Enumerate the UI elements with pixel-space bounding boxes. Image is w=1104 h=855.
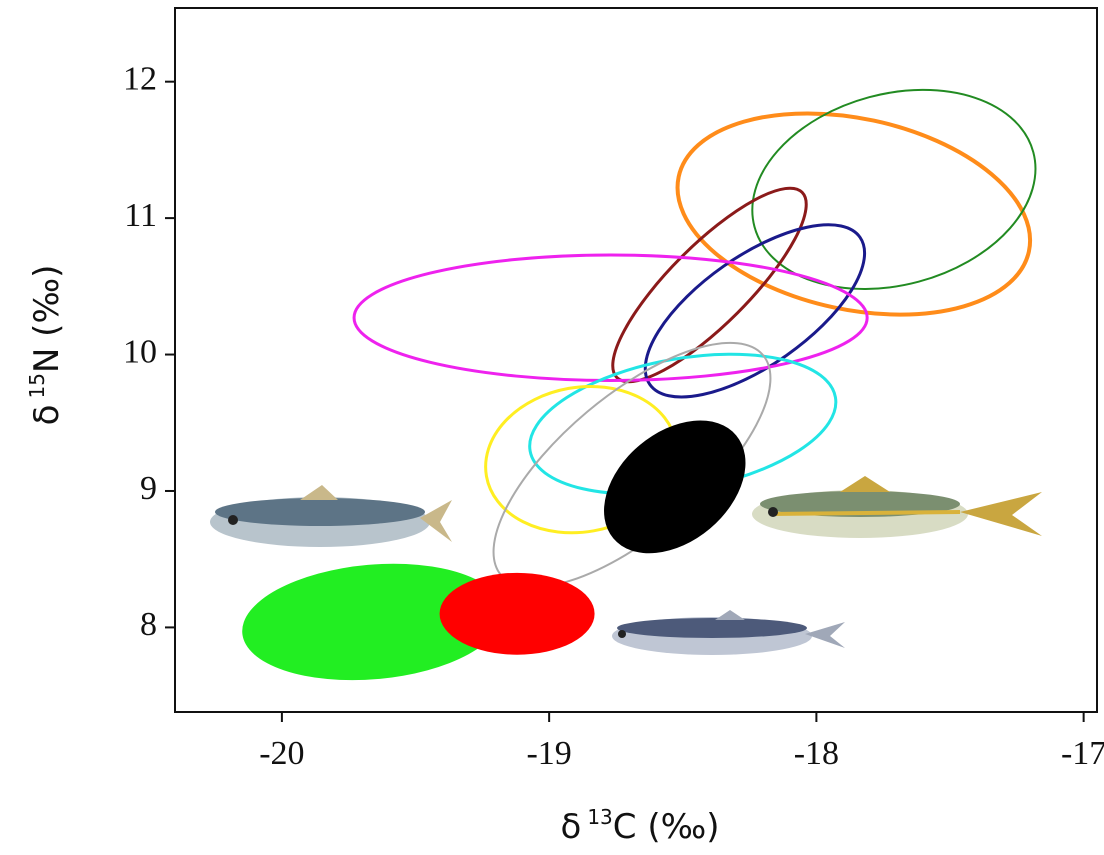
x-tick-label: -17 [1061, 735, 1104, 772]
niche-ellipse [578, 394, 771, 581]
x-label-sup: 13 [587, 805, 612, 829]
x-tick-label: -19 [526, 735, 571, 772]
niche-ellipse [659, 83, 1049, 344]
x-tick-label: -18 [794, 735, 839, 772]
y-tick-label: 11 [124, 197, 157, 234]
fish-illustration [752, 476, 1042, 538]
chart: δ13C (‰) δ15N (‰) -20-19-18-1789101112 [0, 0, 1104, 855]
fish-illustration [210, 485, 452, 547]
niche-ellipse [440, 573, 595, 655]
y-tick-label: 9 [140, 470, 157, 507]
y-tick-label: 10 [123, 333, 157, 370]
fish-illustration [612, 610, 845, 655]
y-axis-label: δ 15N (‰) [25, 265, 67, 426]
y-label-text: N (‰) [27, 265, 67, 373]
y-tick-label: 12 [123, 60, 157, 97]
x-label-symbol: δ [561, 807, 582, 847]
ellipses [237, 60, 1058, 691]
y-label-symbol: δ [27, 405, 67, 426]
x-tick-label: -20 [259, 735, 304, 772]
y-tick-label: 8 [140, 606, 157, 643]
x-label-text: C (‰) [613, 807, 720, 847]
y-label-sup: 15 [25, 373, 49, 398]
